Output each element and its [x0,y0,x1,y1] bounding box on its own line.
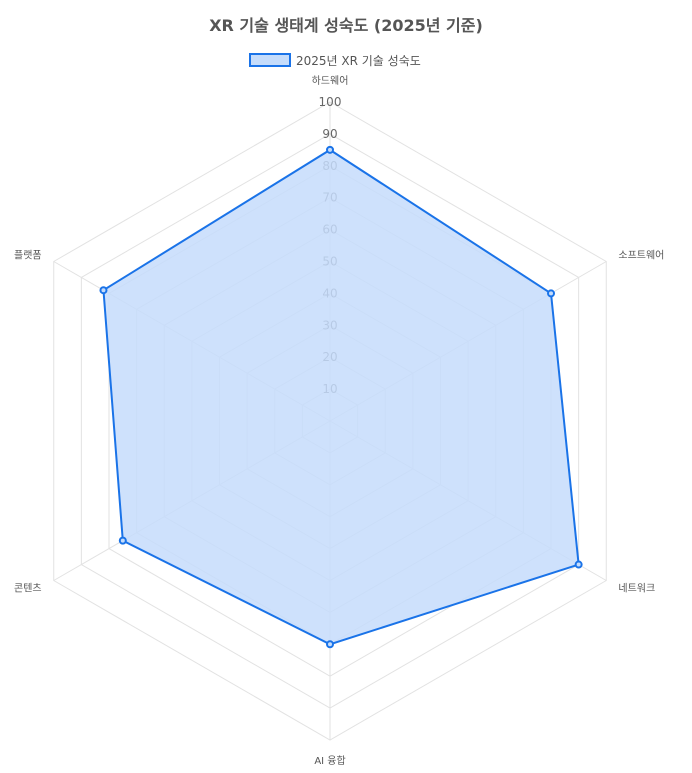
axis-point-label: 플랫폼 [14,250,42,262]
tick-label: 90 [322,127,337,141]
axis-point-label: AI 융합 [314,755,345,767]
axis-point-label: 소프트웨어 [618,250,664,262]
axis-point-label: 네트워크 [618,582,655,595]
data-point [326,145,334,154]
legend-label: 2025년 XR 기술 성숙도 [296,54,421,68]
data-point [326,640,334,649]
data-point [574,560,583,569]
series-layer [99,145,583,649]
axis-point-label: 하드웨어 [312,74,349,87]
chart-title: XR 기술 생태계 성숙도 (2025년 기준) [209,16,483,35]
legend-swatch [249,53,291,67]
legend[interactable]: 2025년 XR 기술 성숙도 [249,53,421,68]
tick-label: 100 [319,95,342,109]
data-point [547,289,556,298]
axis-point-label: 콘텐츠 [14,583,42,595]
data-point [99,286,108,295]
data-point [118,536,127,545]
